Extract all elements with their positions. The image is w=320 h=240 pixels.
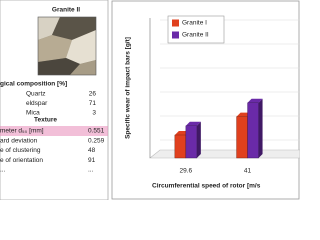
bar-side [258, 98, 263, 158]
x-tick-label: 29.6 [180, 168, 193, 175]
floor [149, 149, 300, 159]
row-value: 0.551 [88, 128, 105, 135]
row-value: 71 [89, 100, 97, 107]
y-axis-label: Specific wear of impact bars [g/t] [125, 37, 132, 139]
bar-top [247, 98, 263, 103]
bar [247, 102, 259, 159]
texture-header: Texture [34, 117, 57, 124]
row-label: e of orientation [0, 157, 43, 164]
figure: Granite II gical composition [%] Quartz 2… [0, 0, 300, 200]
row-value: 91 [88, 157, 96, 164]
row-value: 26 [89, 91, 97, 98]
bar [236, 116, 248, 159]
row-label: e of clustering [0, 147, 41, 154]
row-label: ard deviation [0, 137, 38, 144]
panel-title: Granite II [52, 7, 80, 14]
highlight [0, 126, 108, 136]
bar-side [196, 121, 201, 158]
legend-swatch [172, 19, 179, 27]
row-label: meter d₅₀ [mm] [0, 128, 44, 135]
bar [174, 134, 187, 159]
row-value: 3 [92, 110, 96, 117]
legend-label: Granite II [182, 32, 209, 39]
row-label: Quartz [26, 91, 46, 98]
composition-header: gical composition [%] [0, 81, 67, 88]
legend-label: Granite I [182, 20, 207, 27]
bar [185, 125, 198, 159]
x-axis-label: Circumferential speed of rotor [m/s [152, 183, 261, 190]
granite-image [37, 16, 97, 76]
x-tick-label: 41 [244, 168, 252, 175]
bar-top [185, 121, 201, 126]
legend-swatch [172, 31, 179, 39]
row-label: Mica [26, 110, 40, 117]
row-value: 48 [88, 147, 96, 154]
row-label: eldspar [26, 100, 48, 107]
row-value: 0.259 [88, 137, 105, 144]
row-value: ... [88, 167, 94, 174]
row-label: ... [0, 167, 6, 174]
